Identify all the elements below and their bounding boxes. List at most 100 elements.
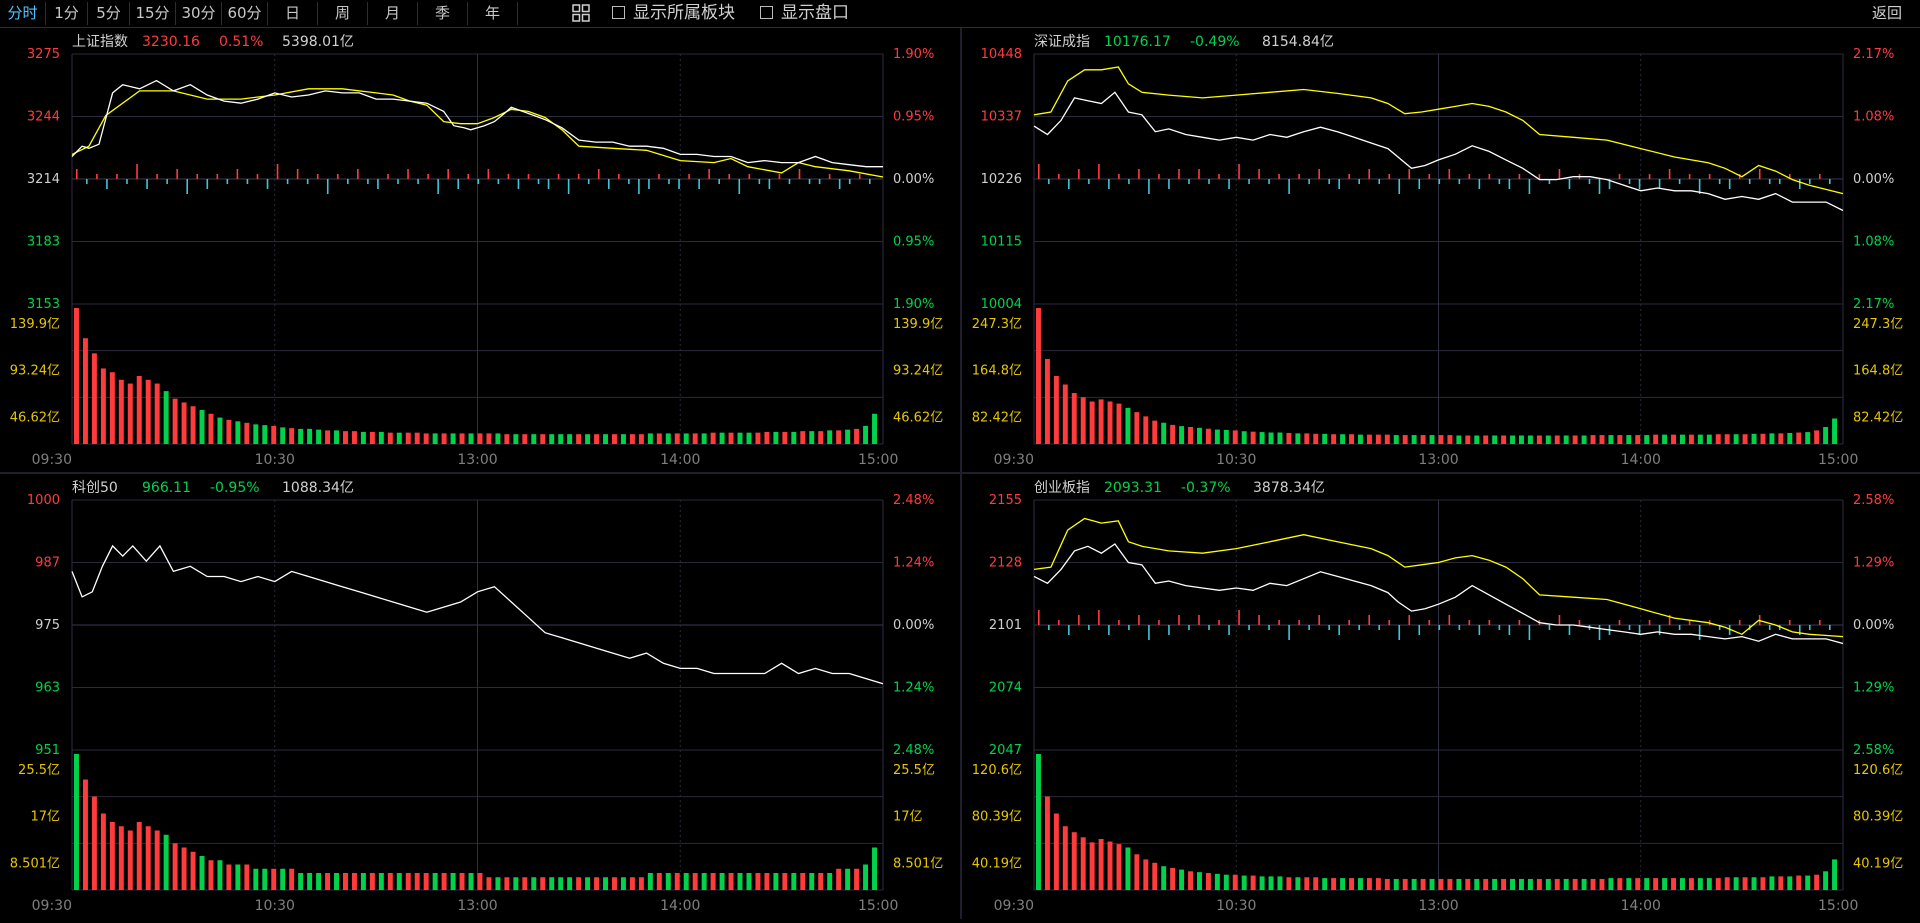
price-tick-label: 3214 bbox=[27, 172, 60, 187]
volume-bar bbox=[1071, 393, 1077, 444]
volume-bar bbox=[612, 434, 617, 444]
time-tick-label: 13:00 bbox=[1418, 898, 1458, 914]
volume-bar bbox=[845, 429, 851, 444]
volume-bar bbox=[1572, 435, 1578, 444]
volume-bar bbox=[226, 864, 232, 890]
volume-bar bbox=[307, 428, 313, 444]
period-tab-30min[interactable]: 30分 bbox=[176, 2, 222, 25]
price-tick-label: 3153 bbox=[27, 297, 60, 312]
flow-bar-up bbox=[527, 174, 530, 179]
volume-bar bbox=[91, 353, 97, 444]
volume-bar bbox=[495, 877, 501, 890]
volume-bar bbox=[1375, 434, 1381, 444]
volume-bar bbox=[1214, 873, 1220, 890]
flow-bar-down bbox=[1638, 625, 1641, 635]
volume-bar bbox=[1080, 837, 1086, 890]
flow-bar-up bbox=[1138, 169, 1140, 179]
flow-bar-down bbox=[166, 179, 168, 184]
volume-bar bbox=[549, 877, 555, 890]
period-tab-day[interactable]: 日 bbox=[268, 2, 318, 25]
period-tab-1min[interactable]: 1分 bbox=[46, 2, 88, 25]
volume-bar bbox=[145, 826, 151, 890]
flow-bar-down bbox=[1208, 179, 1210, 184]
volume-bar bbox=[1662, 878, 1668, 890]
period-tab-5min[interactable]: 5分 bbox=[88, 2, 130, 25]
flow-bar-down bbox=[848, 179, 851, 184]
volume-bar bbox=[1519, 878, 1524, 890]
volume-bar bbox=[504, 434, 510, 444]
volume-bar bbox=[1062, 826, 1068, 890]
flow-bar-up bbox=[1078, 169, 1080, 179]
volume-bar bbox=[253, 868, 259, 890]
period-tab-15min[interactable]: 15分 bbox=[130, 2, 176, 25]
volume-bar bbox=[872, 847, 877, 890]
flow-bar-up bbox=[1298, 174, 1300, 179]
volume-bar bbox=[1626, 878, 1632, 890]
volume-bar bbox=[1563, 435, 1569, 444]
volume-bar bbox=[1402, 878, 1408, 890]
volume-bar bbox=[1214, 429, 1220, 444]
volume-bar bbox=[1644, 435, 1650, 444]
volume-tick-label-right: 139.9亿 bbox=[893, 317, 943, 332]
volume-bar bbox=[1572, 878, 1578, 890]
flow-bar-up bbox=[1818, 620, 1821, 625]
volume-bar bbox=[217, 860, 223, 890]
price-tick-label: 987 bbox=[35, 556, 60, 571]
flow-bar-up bbox=[136, 164, 138, 179]
flow-bar-down bbox=[1608, 179, 1611, 189]
volume-bar bbox=[656, 433, 662, 444]
show-sector-checkbox[interactable]: 显示所属板块 bbox=[612, 2, 735, 25]
grid bbox=[1033, 53, 1844, 445]
volume-bar bbox=[549, 434, 555, 444]
volume-bar bbox=[1688, 878, 1694, 890]
volume-bar bbox=[1796, 432, 1802, 444]
back-button[interactable]: 返回 bbox=[1871, 4, 1902, 22]
volume-bar bbox=[1125, 407, 1131, 444]
period-tab-fenshi[interactable]: 分时 bbox=[0, 2, 46, 25]
pct-tick-label: 1.90% bbox=[893, 47, 934, 62]
volume-bar bbox=[1250, 875, 1256, 890]
flow-bar-down bbox=[1128, 179, 1130, 184]
index-name: 深证成指 bbox=[1034, 34, 1090, 50]
flow-bar-up bbox=[658, 174, 660, 179]
volume-bar bbox=[127, 830, 133, 890]
volume-bar bbox=[450, 433, 456, 444]
flow-bar-up bbox=[276, 164, 279, 179]
volume-bar bbox=[172, 398, 178, 444]
volume-bar bbox=[531, 877, 537, 890]
flow-bar-down bbox=[1418, 625, 1421, 635]
flow-bar-up bbox=[577, 174, 580, 179]
flow-bars bbox=[1038, 164, 1831, 194]
volume-bar bbox=[325, 873, 331, 890]
flow-bar-up bbox=[1518, 174, 1521, 179]
period-tab-week[interactable]: 周 bbox=[318, 2, 368, 25]
volume-bar bbox=[1483, 435, 1489, 444]
volume-bar bbox=[1671, 434, 1676, 444]
period-tab-month[interactable]: 月 bbox=[368, 2, 418, 25]
flow-bar-up bbox=[1408, 615, 1411, 625]
flow-bar-up bbox=[236, 169, 239, 179]
volume-bar bbox=[1519, 435, 1524, 444]
flow-bar-down bbox=[457, 179, 460, 189]
volume-bar bbox=[1340, 434, 1346, 444]
volume-bar bbox=[1349, 434, 1354, 444]
flow-bar-up bbox=[1818, 174, 1821, 179]
volume-bar bbox=[800, 431, 806, 444]
chart-panel-4: 创业板指 2093.31 -0.37% 3878.34亿 2155 2128 2101 207… bbox=[972, 480, 1903, 914]
period-tab-60min[interactable]: 60分 bbox=[222, 2, 268, 25]
show-orderbook-checkbox[interactable]: 显示盘口 bbox=[760, 2, 849, 25]
volume-bar bbox=[136, 822, 142, 890]
period-tab-season[interactable]: 季 bbox=[418, 2, 468, 25]
volume-bar bbox=[1143, 416, 1149, 444]
time-tick-label: 09:30 bbox=[32, 452, 72, 468]
volume-tick-label: 8.501亿 bbox=[10, 856, 60, 871]
grid-layout-icon[interactable] bbox=[572, 4, 590, 22]
index-price: 2093.31 bbox=[1104, 480, 1162, 496]
volume-bar bbox=[74, 754, 79, 890]
volume-bar bbox=[100, 368, 106, 444]
volume-bar bbox=[1563, 878, 1569, 890]
flow-bar-down bbox=[1458, 625, 1461, 630]
volume-bar bbox=[217, 417, 223, 444]
period-tab-year[interactable]: 年 bbox=[468, 2, 518, 25]
volume-bar bbox=[1456, 878, 1462, 890]
